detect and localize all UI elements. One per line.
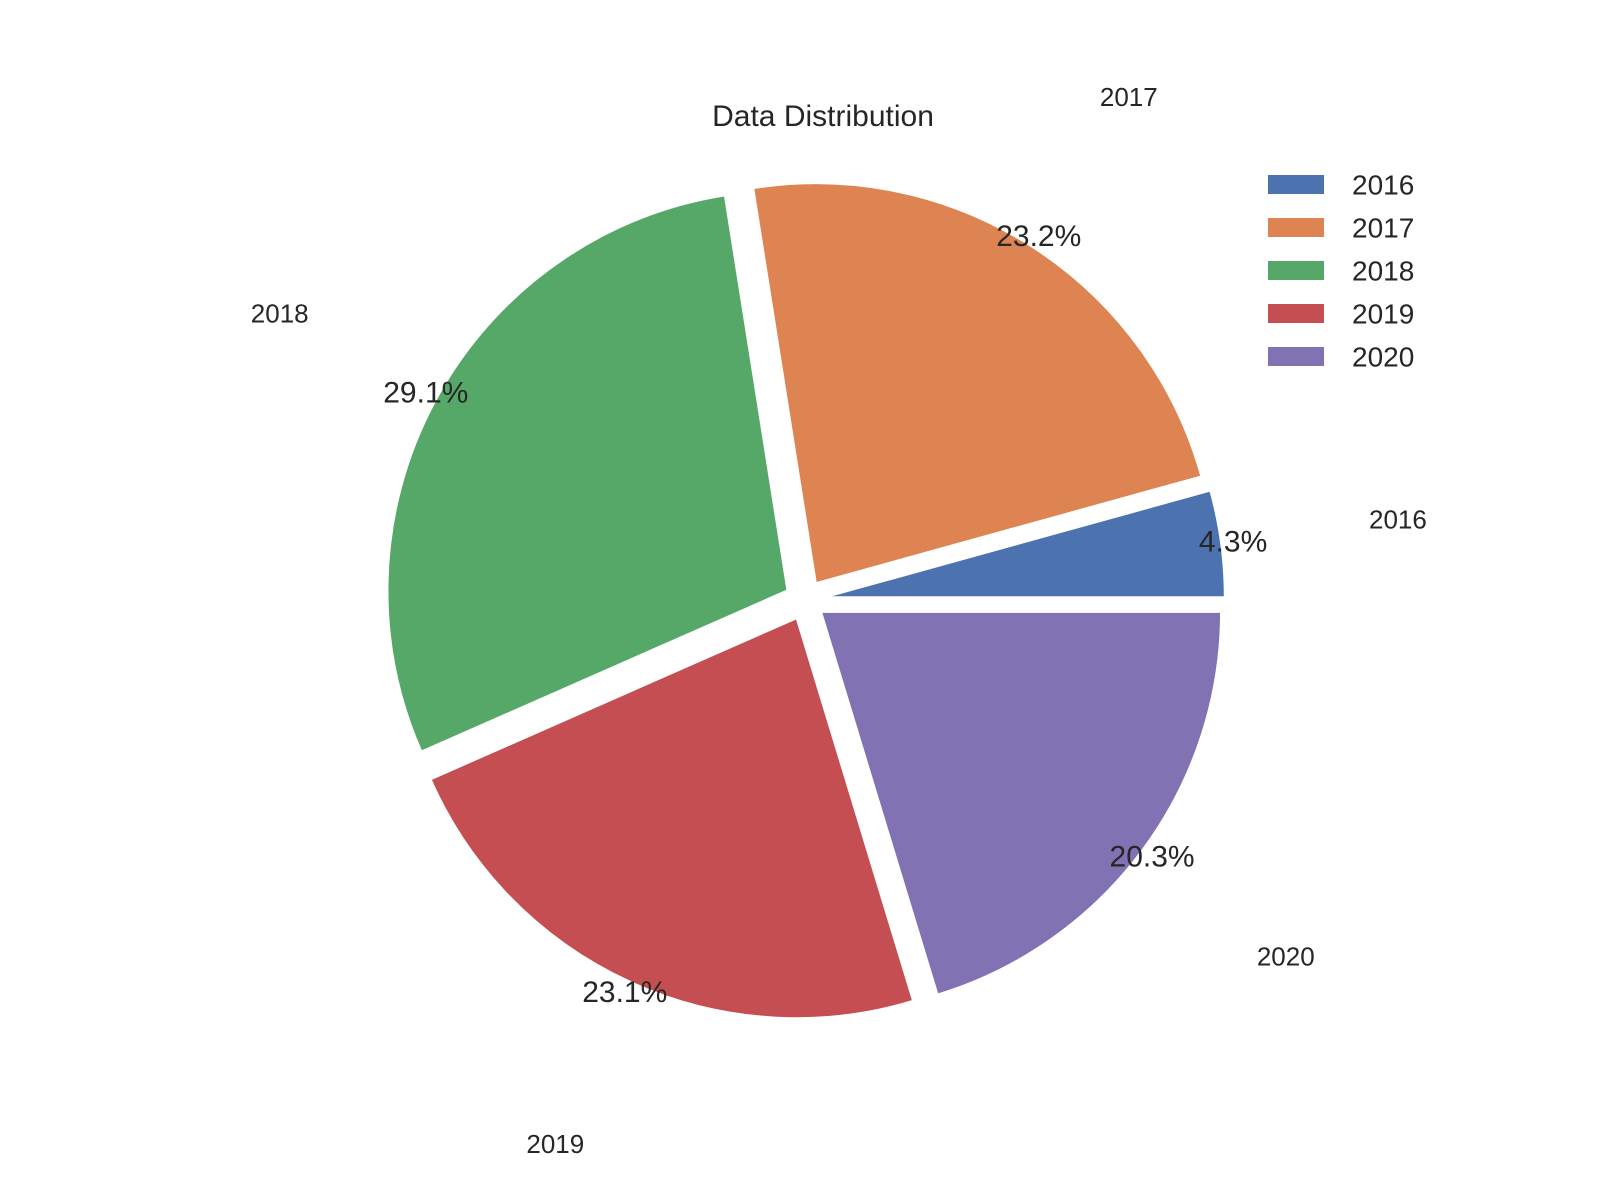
pie-slices	[386, 182, 1226, 1020]
pie-slice-2020	[819, 610, 1223, 996]
percent-label-2018: 29.1%	[383, 377, 468, 410]
pie-slice-2017	[752, 182, 1203, 585]
legend-label-2016: 2016	[1352, 170, 1414, 201]
category-label-2017: 2017	[1100, 82, 1158, 112]
pie-labels: 4.3% 2016 23.2% 2017 29.1% 2018 23.1% 2019 20.3%…	[251, 82, 1427, 1159]
legend-label-2019: 2019	[1352, 299, 1414, 330]
pie-slice-2018	[386, 194, 789, 753]
legend-swatch-2017	[1268, 218, 1324, 237]
chart-title: Data Distribution	[712, 100, 934, 133]
legend-swatch-2019	[1268, 304, 1324, 323]
legend-label-2020: 2020	[1352, 342, 1414, 373]
legend: 2016 2017 2018 2019 2020	[1268, 170, 1414, 373]
legend-label-2018: 2018	[1352, 256, 1414, 287]
category-label-2019: 2019	[526, 1129, 584, 1159]
pie-slice-2019	[429, 616, 915, 1020]
legend-swatch-2018	[1268, 261, 1324, 280]
legend-swatch-2020	[1268, 347, 1324, 366]
percent-label-2017: 23.2%	[996, 220, 1081, 253]
category-label-2020: 2020	[1257, 941, 1315, 971]
category-label-2016: 2016	[1369, 504, 1427, 534]
percent-label-2019: 23.1%	[582, 976, 667, 1009]
percent-label-2020: 20.3%	[1110, 841, 1195, 874]
legend-swatch-2016	[1268, 175, 1324, 194]
legend-label-2017: 2017	[1352, 213, 1414, 244]
category-label-2018: 2018	[251, 298, 309, 328]
pie-slice-2016	[824, 489, 1226, 599]
percent-label-2016: 4.3%	[1199, 525, 1267, 558]
